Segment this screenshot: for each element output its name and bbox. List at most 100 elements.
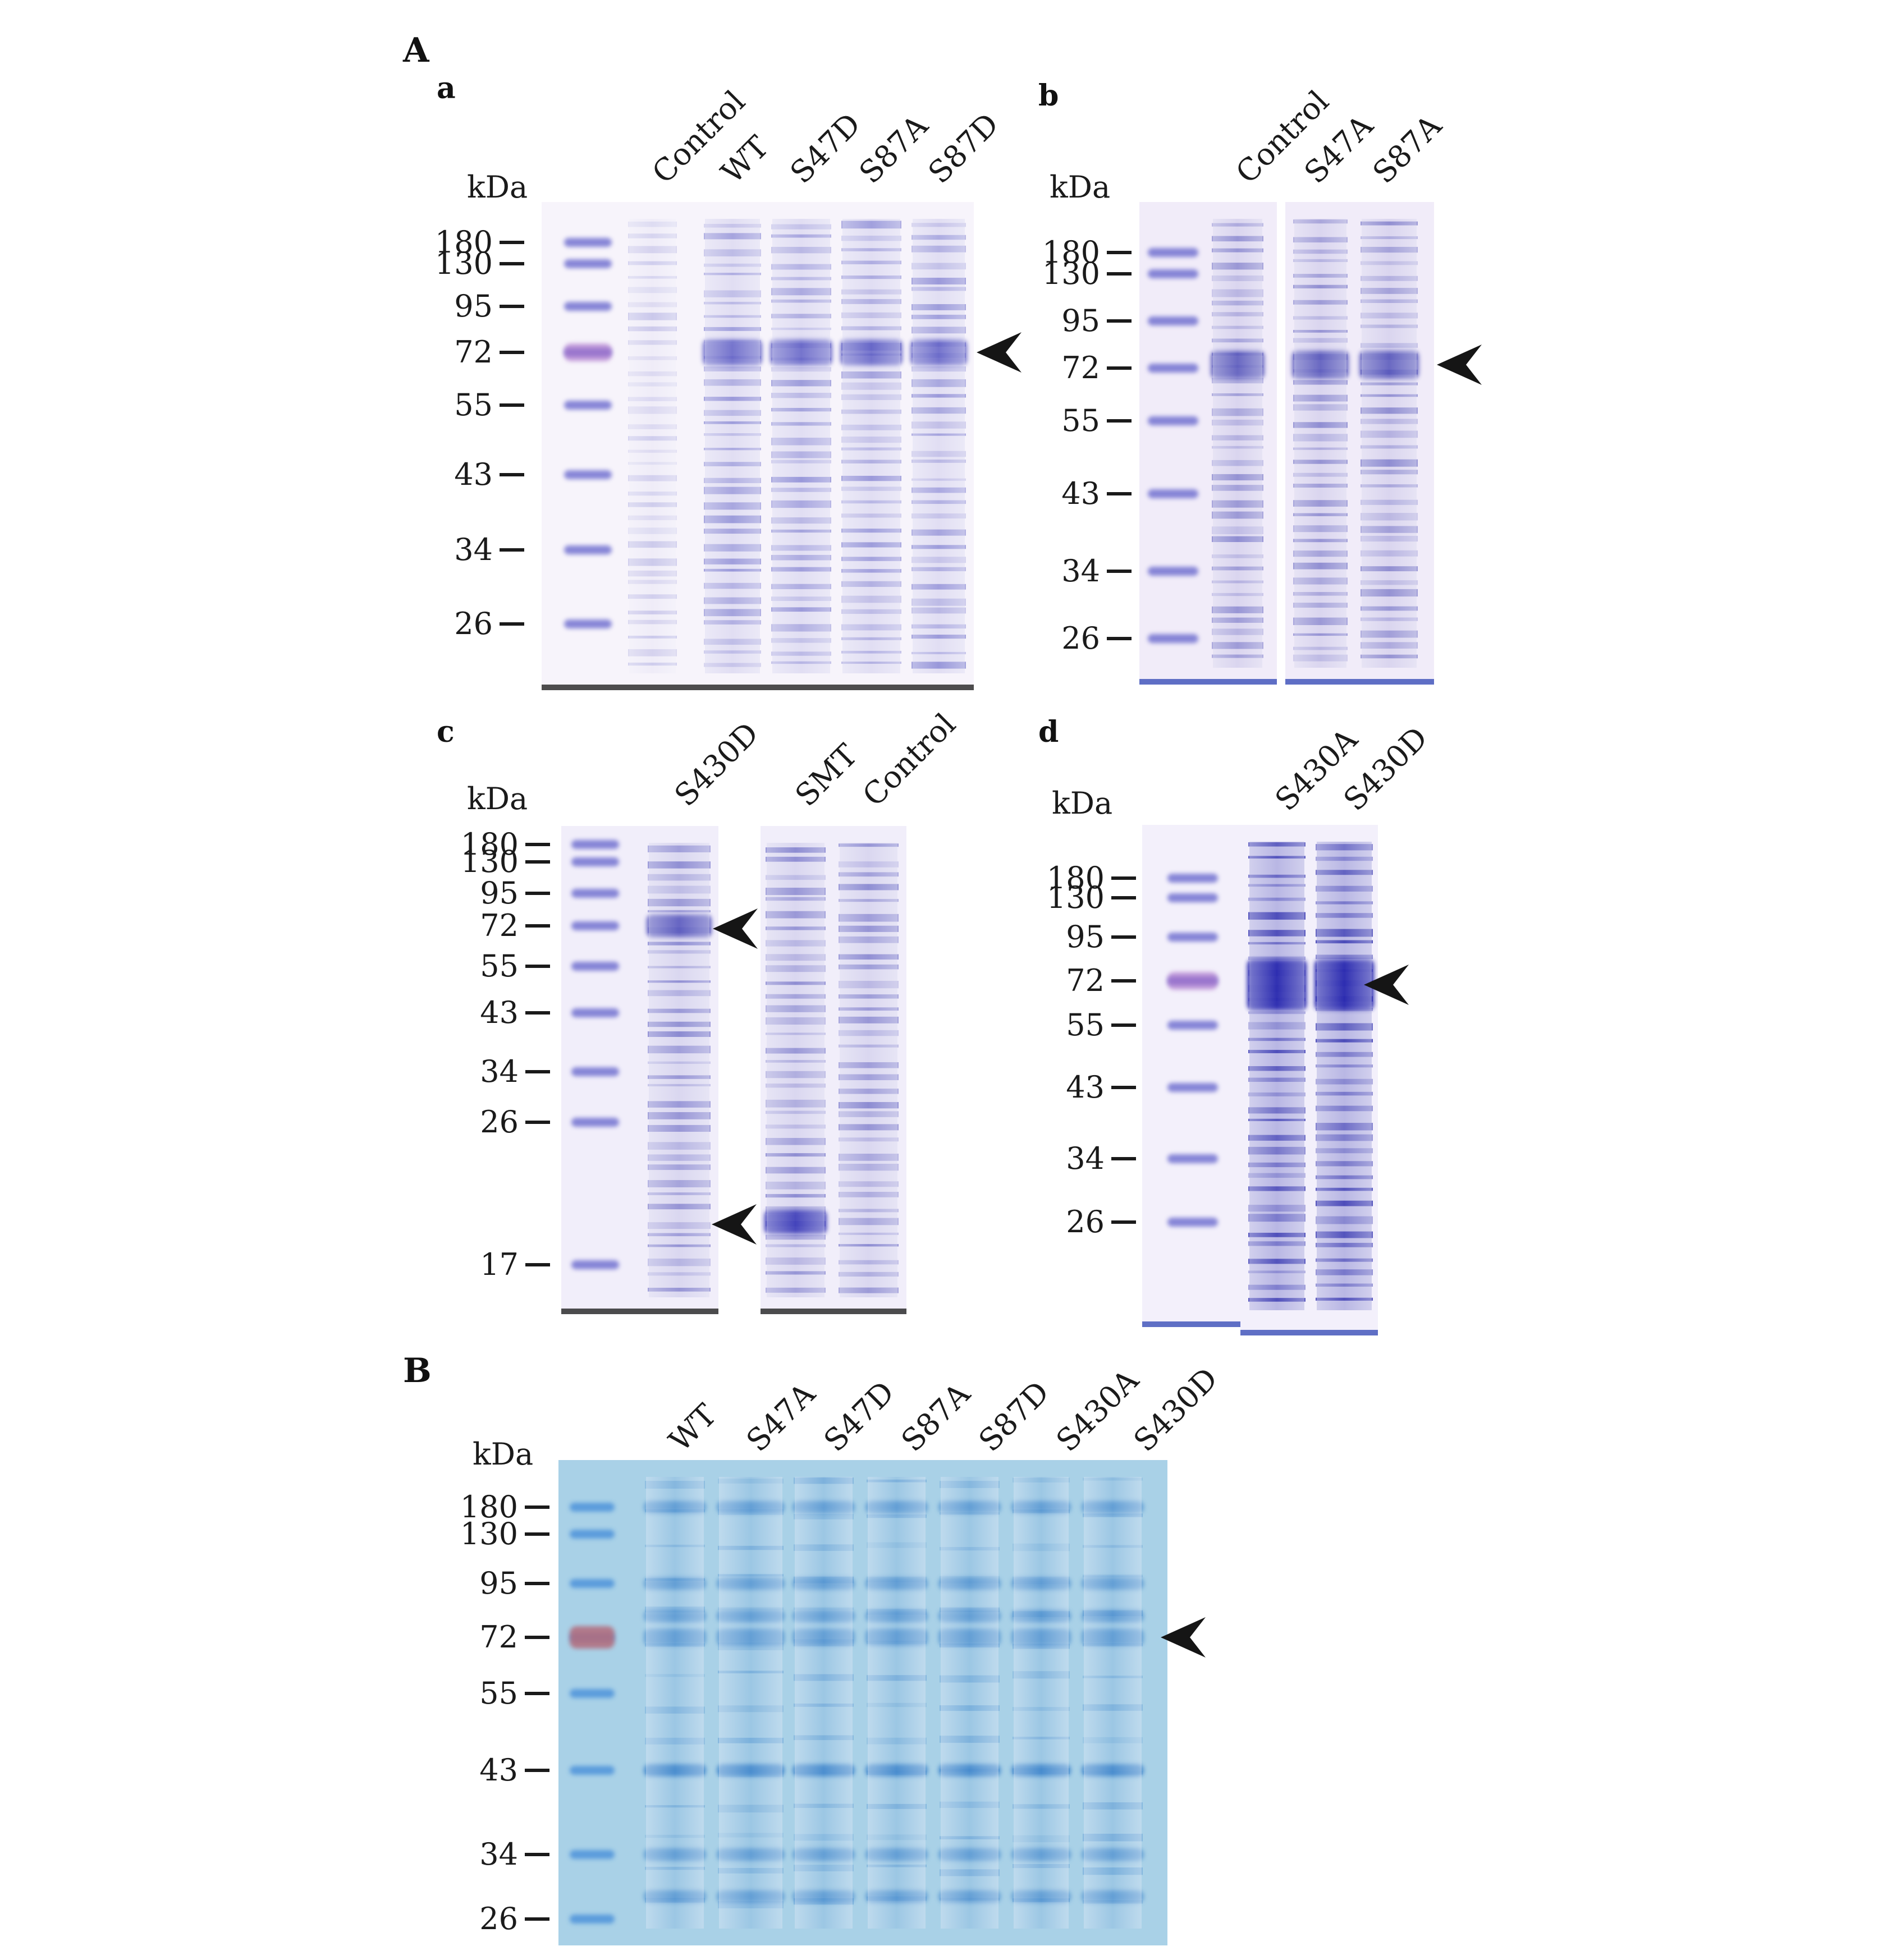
gel-a-ladder-band: [564, 302, 612, 311]
gel-B-ladder-band: [570, 1915, 615, 1924]
gel-B-marker-label: 34: [479, 1837, 518, 1872]
gel-c-ladder-band: [571, 857, 619, 866]
gel-d-ladder-band: [1167, 972, 1218, 990]
gel-B-lane-label: S47D: [817, 1374, 901, 1458]
kda-label-B: kDa: [473, 1436, 533, 1472]
gel-d-ladder-band: [1167, 893, 1218, 902]
kda-label-c: kDa: [467, 781, 528, 816]
gel-d: [1142, 825, 1378, 1335]
kda-label-d: kDa: [1052, 786, 1112, 821]
gel-b-ladder-band: [1148, 489, 1198, 498]
gel-b-lane-shade: [1213, 219, 1262, 668]
gel-B-lane-shade: [868, 1477, 926, 1929]
gel-d-marker-label: 43: [1066, 1069, 1105, 1105]
gel-c-marker-label: 180: [461, 827, 519, 862]
kda-label-b: kDa: [1050, 169, 1110, 205]
gel-a-marker-label: 95: [454, 288, 493, 324]
gel-B-lane-shade: [795, 1477, 853, 1929]
gel-c-lane-shade: [840, 843, 897, 1297]
gel-a-lane-shade: [705, 219, 760, 673]
gel-a-ladder-band: [564, 343, 612, 361]
gel-b: [1139, 202, 1434, 685]
gel-a-ladder-band: [564, 401, 612, 410]
gel-B-lane-shade: [941, 1477, 998, 1929]
gel-c-ladder-band: [571, 962, 619, 971]
gel-d-marker-label: 26: [1066, 1204, 1105, 1240]
gel-a-edge: [542, 685, 974, 690]
gel-d-ladder-band: [1167, 1218, 1218, 1227]
gel-c-arrowhead: [712, 1204, 757, 1245]
gel-B-lane-label: S47A: [740, 1376, 823, 1459]
gel-a-marker-label: 55: [454, 387, 493, 423]
gel-B-lane-shade: [1014, 1477, 1069, 1929]
gel-d-marker-label: 34: [1066, 1141, 1105, 1176]
gel-B-lane-shade: [1084, 1477, 1142, 1929]
gel-B-ladder-band: [570, 1626, 615, 1649]
gel-d-edge: [1142, 1321, 1268, 1327]
panel-a-title: A: [402, 31, 430, 70]
gel-d-arrowhead: [1364, 965, 1409, 1005]
gel-a-marker-label: 180: [435, 224, 493, 260]
gel-c-lane-shade: [767, 843, 825, 1297]
gel-d-lane-shade: [1249, 842, 1304, 1310]
gel-c-edge: [561, 1309, 718, 1314]
gel-b-marker-label: 95: [1061, 303, 1100, 338]
gel-b-marker-label: 34: [1061, 553, 1100, 589]
gel-c-ladder-band: [571, 921, 619, 930]
gel-b-arrowhead: [1437, 345, 1482, 385]
gel-c-lane-label: Control: [856, 706, 963, 813]
gel-b-ladder-band: [1148, 567, 1198, 576]
gel-b-ladder-band: [1148, 316, 1198, 325]
gel-d-ladder-band: [1167, 933, 1218, 942]
gel-d-ladder-band: [1167, 1083, 1218, 1092]
gel-b-edge: [1139, 679, 1277, 685]
gel-d-marker-label: 130: [1047, 880, 1105, 915]
gel-c-ladder-band: [571, 1067, 619, 1076]
gel-b-edge: [1285, 679, 1434, 685]
gel-b-lane-shade: [1362, 219, 1417, 668]
gel-d-marker-label: 55: [1066, 1007, 1105, 1043]
gel-B-ladder-band: [570, 1689, 615, 1698]
gel-a-marker-label: 34: [454, 532, 493, 567]
gel-B-marker-label: 180: [460, 1489, 518, 1525]
gel-c-lane-label: S430D: [668, 715, 766, 813]
gel-c-ladder-band: [571, 1118, 619, 1127]
gel-a-marker-label: 130: [435, 246, 493, 281]
gel-d-edge: [1240, 1330, 1378, 1335]
gel-c-marker-label: 34: [480, 1054, 519, 1089]
gel-a-lane-label: S87D: [922, 106, 1006, 190]
gel-B-ladder-band: [570, 1579, 615, 1588]
gel-B-marker-label: 26: [479, 1901, 518, 1936]
gel-a-lane-shade: [629, 219, 676, 673]
gel-B-lane-shade: [719, 1477, 782, 1929]
gel-c: [561, 826, 906, 1314]
gel-c-marker-label: 55: [480, 948, 519, 984]
kda-label-a: kDa: [467, 169, 528, 205]
gel-B-ladder-band: [570, 1503, 615, 1512]
gel-b-ladder-band: [1148, 248, 1198, 257]
gel-b-ladder-band: [1148, 416, 1198, 425]
gel-a-marker-label: 26: [454, 606, 493, 641]
gel-d-ladder-band: [1167, 1154, 1218, 1163]
gel-B-marker-label: 130: [460, 1516, 518, 1552]
gel-B-lane-label: S87D: [972, 1374, 1056, 1458]
gel-c-marker-label: 130: [461, 844, 519, 879]
gel-c-arrowhead: [713, 908, 758, 949]
subpanel-b-label: b: [1038, 79, 1059, 113]
subpanel-d-label: d: [1038, 715, 1059, 749]
gel-b-marker-label: 72: [1061, 350, 1100, 385]
gel-b-marker-label: 43: [1061, 476, 1100, 511]
gel-a-ladder-band: [564, 470, 612, 479]
gel-c-lane-label: SMT: [789, 737, 864, 813]
gel-B-lane-label: S430D: [1127, 1361, 1225, 1458]
gel-d-lane-shade: [1317, 842, 1372, 1310]
gel-a-lane-label: WT: [714, 129, 776, 190]
gel-b-ladder-band: [1148, 364, 1198, 373]
gel-a-ladder-band: [564, 619, 612, 628]
gel-c-ladder-band: [571, 889, 619, 898]
gel-c-marker-label: 26: [480, 1104, 519, 1140]
gel-B-lane-label: S87A: [895, 1376, 978, 1459]
gel-a-arrowhead: [977, 332, 1022, 373]
gel-B-marker-label: 55: [479, 1676, 518, 1711]
